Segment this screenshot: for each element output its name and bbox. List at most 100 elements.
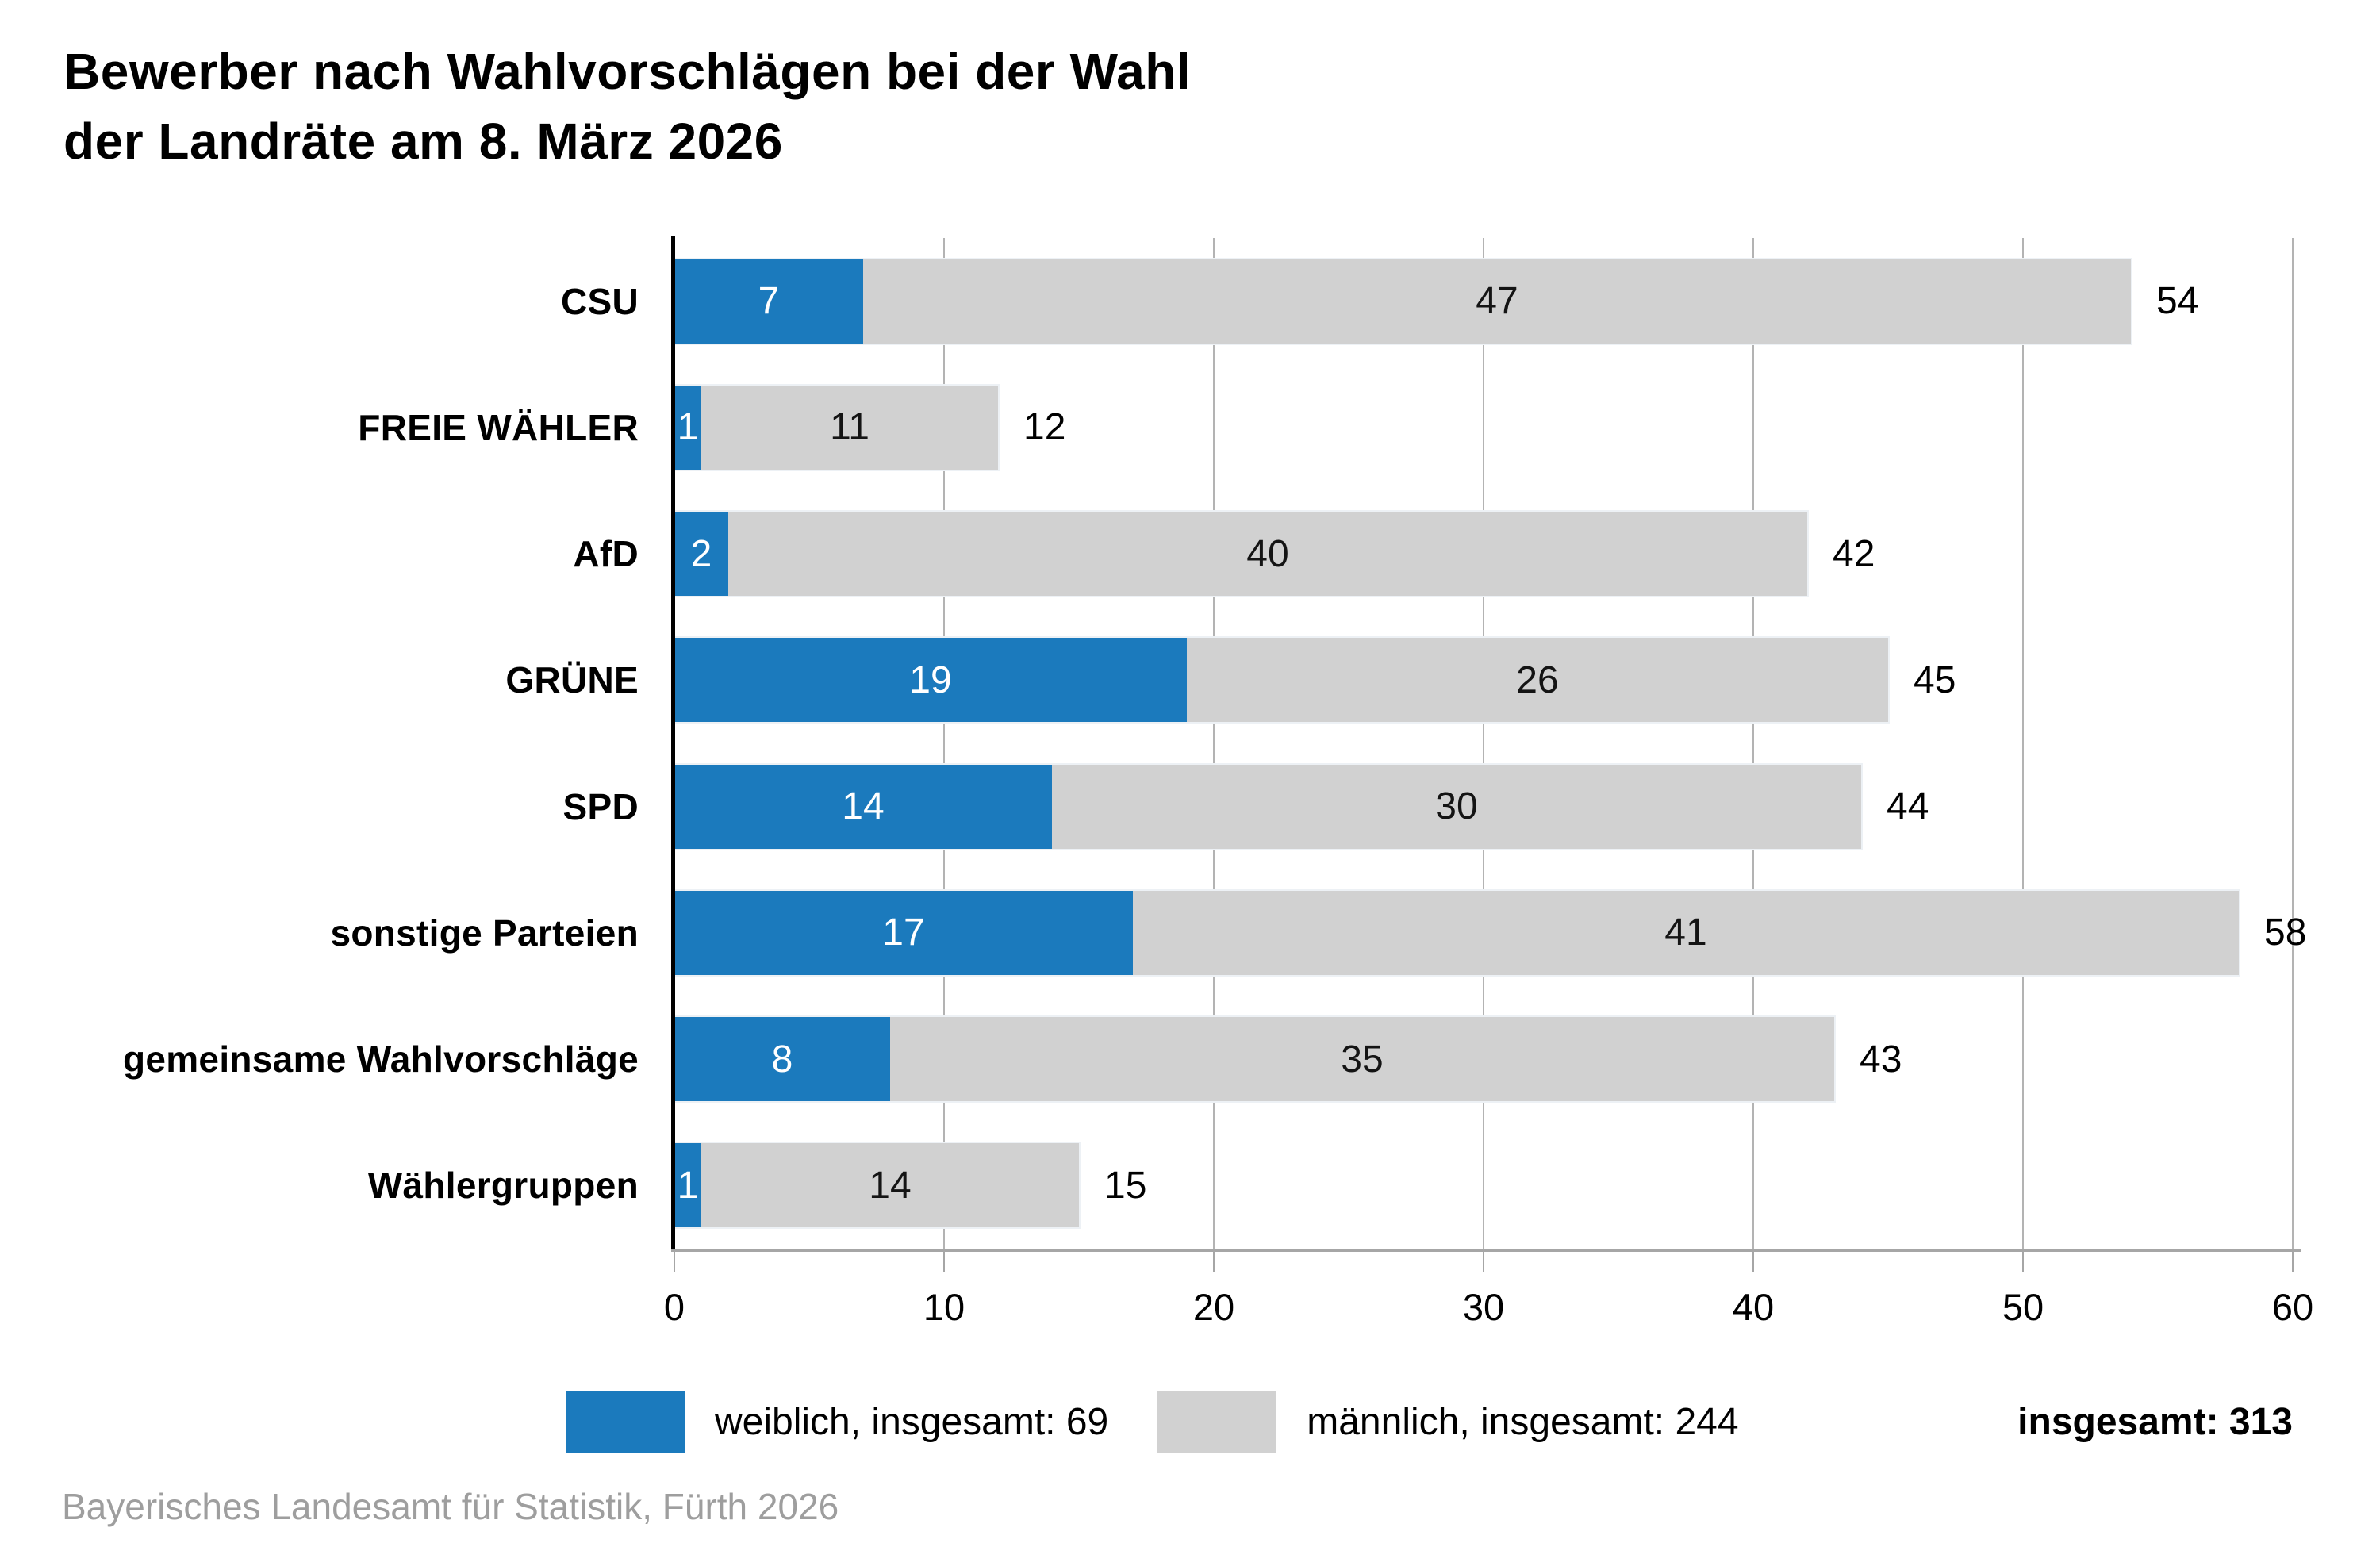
x-axis-tick-label: 50 <box>2002 1286 2044 1328</box>
chart-row: GRÜNE 19 26 45 <box>0 617 2380 743</box>
stacked-bar: 17 41 <box>674 890 2239 975</box>
bar-segment-maennlich: 30 <box>1052 764 1861 849</box>
chart-row: AfD 2 40 42 <box>0 491 2380 617</box>
x-axis-tick-label: 0 <box>663 1286 685 1328</box>
value-label-maennlich: 30 <box>1435 785 1478 827</box>
x-axis-tick <box>1483 1252 1484 1272</box>
bar-wrap: 7 47 54 <box>674 259 2198 344</box>
chart-row: SPD 14 30 44 <box>0 743 2380 869</box>
bar-segment-maennlich: 41 <box>1133 890 2239 975</box>
value-label-maennlich: 41 <box>1664 912 1707 954</box>
chart-row: FREIE WÄHLER 1 11 12 <box>0 364 2380 490</box>
chart-title: Bewerber nach Wahlvorschlägen bei der Wa… <box>63 36 1191 176</box>
x-axis-tick <box>674 1252 675 1272</box>
stacked-bar: 7 47 <box>674 259 2131 344</box>
total-label: 58 <box>2264 912 2307 954</box>
bar-segment-weiblich: 7 <box>674 259 863 344</box>
bar-wrap: 17 41 58 <box>674 890 2307 975</box>
bar-segment-weiblich: 17 <box>674 890 1133 975</box>
stacked-bar: 19 26 <box>674 638 1888 723</box>
category-label: Wählergruppen <box>367 1165 639 1207</box>
x-axis-tick <box>1752 1252 1754 1272</box>
chart-title-line2: der Landräte am 8. März 2026 <box>63 113 783 170</box>
bar-segment-maennlich: 26 <box>1187 638 1888 723</box>
total-label: 45 <box>1914 658 1956 701</box>
stacked-bar: 8 35 <box>674 1017 1834 1101</box>
x-axis-tick-label: 60 <box>2271 1286 2314 1328</box>
legend-label-weiblich: weiblich, insgesamt: 69 <box>715 1400 1109 1443</box>
stacked-bar: 1 14 <box>674 1143 1079 1228</box>
bar-wrap: 14 30 44 <box>674 764 1929 849</box>
bar-segment-maennlich: 14 <box>701 1143 1079 1228</box>
category-label: sonstige Parteien <box>330 912 639 954</box>
bar-segment-weiblich: 14 <box>674 764 1052 849</box>
value-label-weiblich: 19 <box>909 658 952 701</box>
x-axis-tick <box>2292 1252 2294 1272</box>
value-label-maennlich: 47 <box>1476 280 1518 322</box>
value-label-maennlich: 35 <box>1341 1038 1384 1080</box>
x-axis-tick <box>1213 1252 1215 1272</box>
bar-wrap: 2 40 42 <box>674 512 1875 596</box>
legend: weiblich, insgesamt: 69 männlich, insges… <box>566 1388 2293 1455</box>
chart-title-line1: Bewerber nach Wahlvorschlägen bei der Wa… <box>63 43 1192 100</box>
gridline <box>1483 238 1484 1249</box>
legend-swatch-maennlich <box>1157 1391 1277 1453</box>
bar-segment-weiblich: 8 <box>674 1017 890 1101</box>
bar-segment-weiblich: 19 <box>674 638 1187 723</box>
chart-row: CSU 7 47 54 <box>0 238 2380 364</box>
category-label: CSU <box>560 280 639 322</box>
chart-row: sonstige Parteien 17 41 58 <box>0 869 2380 996</box>
bar-wrap: 1 11 12 <box>674 385 1066 470</box>
value-label-maennlich: 14 <box>869 1164 912 1207</box>
value-label-weiblich: 8 <box>771 1038 793 1080</box>
value-label-weiblich: 1 <box>677 406 699 449</box>
bar-wrap: 8 35 43 <box>674 1017 1902 1101</box>
gridline <box>943 238 945 1249</box>
value-label-maennlich: 40 <box>1246 532 1289 575</box>
stacked-bar: 1 11 <box>674 385 998 470</box>
x-axis-tick-label: 40 <box>1732 1286 1775 1328</box>
bar-segment-weiblich: 1 <box>674 385 701 470</box>
legend-label-maennlich: männlich, insgesamt: 244 <box>1307 1400 1739 1443</box>
value-label-weiblich: 14 <box>842 785 885 827</box>
value-label-maennlich: 26 <box>1516 658 1559 701</box>
bar-segment-weiblich: 1 <box>674 1143 701 1228</box>
x-axis-tick <box>2022 1252 2024 1272</box>
value-label-maennlich: 11 <box>830 406 869 449</box>
total-label: 44 <box>1887 785 1929 827</box>
x-axis-tick-label: 10 <box>923 1286 965 1328</box>
x-axis-tick <box>943 1252 945 1272</box>
category-label: gemeinsame Wahlvorschläge <box>122 1038 639 1080</box>
gridline <box>1213 238 1215 1249</box>
value-label-weiblich: 7 <box>758 280 780 322</box>
category-label: SPD <box>562 785 639 827</box>
bar-segment-maennlich: 47 <box>863 259 2131 344</box>
total-label: 12 <box>1023 406 1066 449</box>
total-label: 43 <box>1860 1038 1902 1080</box>
source-credit: Bayerisches Landesamt für Statistik, Für… <box>62 1486 839 1527</box>
x-axis-tick-label: 20 <box>1192 1286 1235 1328</box>
legend-item-weiblich: weiblich, insgesamt: 69 <box>566 1391 1108 1453</box>
chart-row: Wählergruppen 1 14 15 <box>0 1123 2380 1249</box>
x-axis-tick-label: 30 <box>1462 1286 1505 1328</box>
stacked-bar: 14 30 <box>674 764 1861 849</box>
legend-label-insgesamt: insgesamt: 313 <box>2017 1400 2293 1443</box>
bar-wrap: 1 14 15 <box>674 1143 1147 1228</box>
bar-segment-weiblich: 2 <box>674 512 728 596</box>
value-label-weiblich: 2 <box>690 532 712 575</box>
gridline <box>1752 238 1754 1249</box>
chart-row: gemeinsame Wahlvorschläge 8 35 43 <box>0 996 2380 1123</box>
stacked-bar: 2 40 <box>674 512 1807 596</box>
y-axis-line <box>671 236 675 1250</box>
x-axis-baseline <box>671 1249 2301 1252</box>
category-label: FREIE WÄHLER <box>358 406 639 448</box>
value-label-weiblich: 17 <box>882 912 925 954</box>
bar-segment-maennlich: 40 <box>728 512 1807 596</box>
legend-swatch-weiblich <box>566 1391 685 1453</box>
total-label: 15 <box>1104 1164 1147 1207</box>
gridline <box>2292 238 2294 1249</box>
bar-segment-maennlich: 35 <box>890 1017 1834 1101</box>
total-label: 54 <box>2156 280 2199 322</box>
gridline <box>2022 238 2024 1249</box>
category-label: GRÜNE <box>505 659 639 701</box>
